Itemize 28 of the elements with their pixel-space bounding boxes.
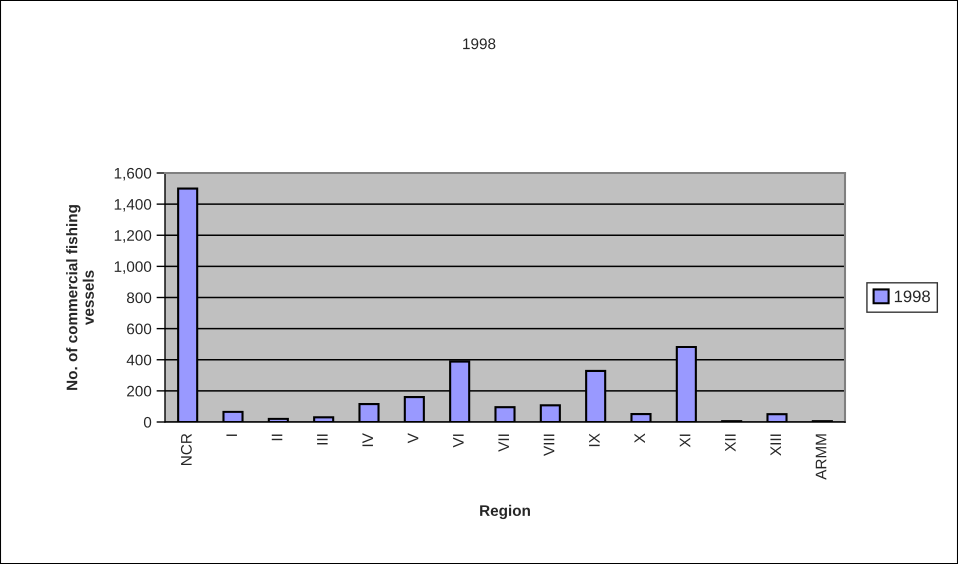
y-tick-label: 600 <box>127 323 152 334</box>
x-tick-label: V <box>408 433 418 444</box>
legend-label: 1998 <box>894 290 930 302</box>
x-tick-label: NCR <box>180 434 192 465</box>
y-axis-title: No. of commercial fishing vessels <box>66 205 94 390</box>
x-tick-label: I <box>226 434 237 436</box>
x-tick-label: XI <box>680 434 690 448</box>
y-tick-label: 400 <box>126 354 152 366</box>
x-tick-label: IX <box>589 433 600 446</box>
x-tick-label: VI <box>453 434 464 448</box>
y-tick-label: 0 <box>144 416 152 428</box>
x-tick-label: IV <box>362 433 373 446</box>
x-tick-label: II <box>272 434 282 440</box>
x-tick-label: XII <box>725 434 736 452</box>
x-tick-label: VIII <box>544 434 554 456</box>
y-tick-label: 1,200 <box>114 230 152 243</box>
x-tick-label: XIII <box>770 434 781 456</box>
x-axis-title: Region <box>480 504 530 520</box>
y-tick-label: 200 <box>127 386 152 397</box>
y-tick-label: 1,600 <box>114 168 152 180</box>
x-tick-label: VII <box>498 434 509 452</box>
y-tick-label: 800 <box>126 292 152 304</box>
y-tick-label: 1,400 <box>114 198 152 212</box>
x-tick-label: ARMM <box>816 434 826 480</box>
x-tick-label: III <box>317 434 328 444</box>
chart-title: 1998 <box>463 38 496 50</box>
x-tick-label: X <box>634 433 645 443</box>
y-tick-label: 1,000 <box>114 261 152 274</box>
